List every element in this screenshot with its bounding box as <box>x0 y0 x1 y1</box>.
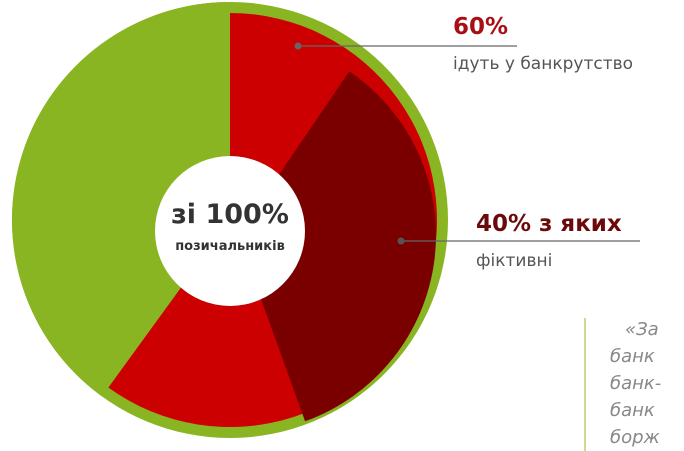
leader-dot-bankrupt <box>295 43 302 50</box>
quote-line: борж <box>610 427 661 448</box>
leader-dot-fictitious <box>398 238 405 245</box>
annotation-text-bankrupt: ідуть у банкрутство <box>453 54 633 74</box>
annotation-value-bankrupt: 60% <box>453 14 508 40</box>
annotation-value-fictitious: 40% з яких <box>476 211 622 237</box>
quote-text: «За банк банк- банк борж <box>610 319 661 448</box>
donut-hole <box>155 156 305 306</box>
center-title: зі 100% <box>171 199 289 230</box>
annotation-text-fictitious: фіктивні <box>476 251 552 271</box>
center-subtitle: позичальників <box>175 239 285 254</box>
quote-line: банк <box>610 346 655 367</box>
quote-line: банк <box>610 400 655 421</box>
quote-line: «За <box>625 319 659 340</box>
quote-line: банк- <box>610 373 661 394</box>
